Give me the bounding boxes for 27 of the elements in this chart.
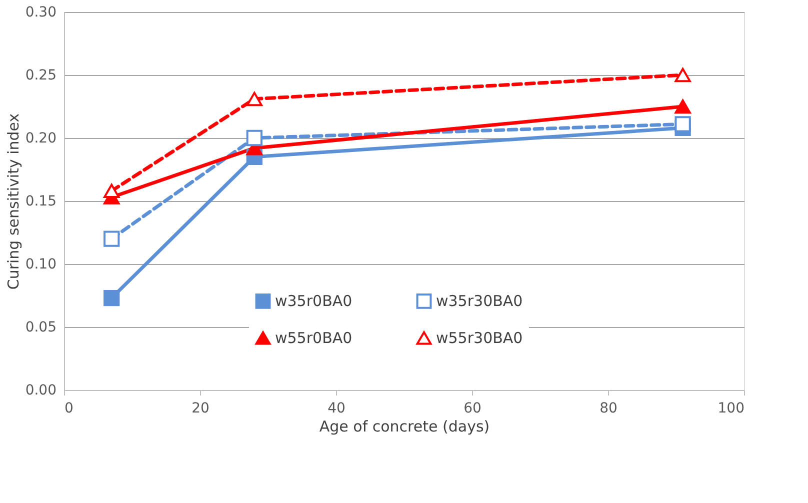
x-axis-title: Age of concrete (days): [319, 418, 490, 436]
legend-label: w55r30BA0: [436, 329, 523, 347]
x-tick-label: 0: [64, 400, 74, 416]
legend-label: w55r0BA0: [275, 329, 352, 347]
point: [674, 116, 691, 132]
legend-label: w35r30BA0: [436, 292, 523, 310]
point: [104, 230, 120, 247]
y-tick-label: 0.10: [25, 256, 56, 272]
x-tick-label: 60: [464, 400, 482, 416]
point: [674, 68, 691, 82]
x-tick-label: 100: [718, 400, 744, 416]
y-tick-label: 0.30: [25, 4, 56, 20]
x-tick-label: 40: [328, 400, 346, 416]
y-tick-label: 0.20: [25, 130, 56, 146]
x-tick-label: 80: [600, 400, 618, 416]
legend-label: w35r0BA0: [275, 292, 352, 310]
y-tick-label: 0.00: [25, 382, 56, 398]
point: [246, 130, 262, 146]
x-tick-label: 20: [192, 400, 210, 416]
y-axis-title: Curing sensitivity index: [4, 113, 22, 290]
y-tick-label: 0.05: [25, 320, 56, 336]
point: [104, 290, 120, 306]
point: [104, 184, 120, 198]
point: [246, 92, 262, 106]
y-tick-label: 0.15: [25, 194, 56, 210]
y-tick-label: 0.25: [25, 68, 56, 84]
point: [674, 99, 691, 114]
